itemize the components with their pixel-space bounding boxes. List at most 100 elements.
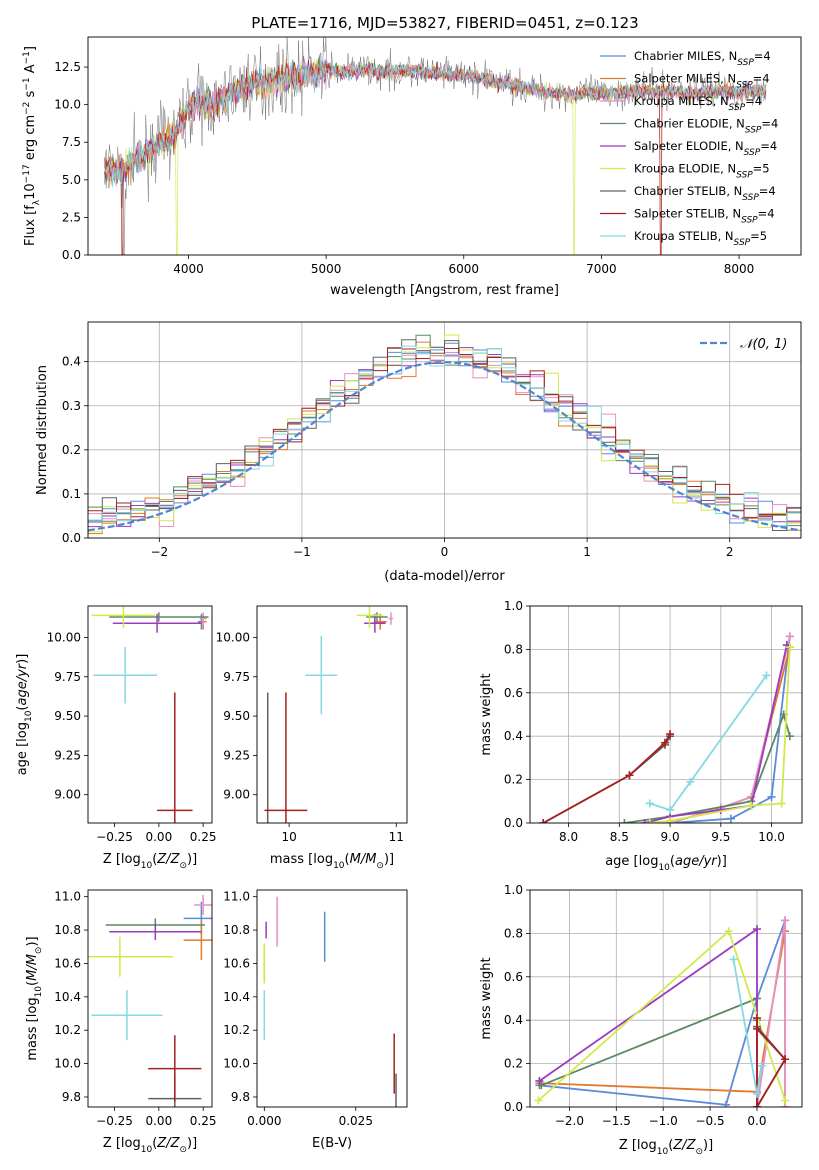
spectrum-ytick-label: 12.5: [54, 60, 81, 74]
age_vs_mass-errorbar-point: [388, 612, 394, 625]
mass_weight_vs_Z-point-marker: [729, 955, 738, 964]
mass_weight_vs_Z-series-line: [537, 929, 786, 1102]
normal-reference-curve: [88, 361, 801, 532]
mass_vs_ebv-xtick-label: 0.025: [339, 1114, 373, 1128]
mass_weight_vs_age-point-marker: [785, 643, 794, 652]
mass_weight_vs_age-ylabel: mass weight: [479, 673, 494, 755]
mass_vs_Z-xlabel: Z [log10(Z/Z⊙)]: [103, 1136, 197, 1155]
age_vs_Z-errorbar-point: [109, 612, 209, 622]
age_vs_mass-xtick-label: 10: [282, 830, 297, 844]
spectrum-ytick-label: 0.0: [62, 248, 81, 262]
mass_weight_vs_age-xtick-label: 8.0: [559, 830, 578, 844]
mass_vs_Z-ylabel: mass [log10(M/M⊙)]: [25, 936, 44, 1060]
spectrum-xtick-label: 7000: [586, 262, 617, 276]
age_vs_Z-xlabel: Z [log10(Z/Z⊙)]: [103, 852, 197, 871]
residuals-xtick-label: 0: [441, 545, 449, 559]
legend-entry: Kroupa ELODIE, NSSP=5: [634, 162, 770, 181]
legend-entry: Chabrier ELODIE, NSSP=4: [634, 117, 778, 136]
mass_weight_vs_Z-xtick-label: −1.0: [649, 1114, 678, 1128]
mass_weight_vs_age-plot-area: [539, 632, 794, 823]
age_vs_Z-xtick-label: −0.25: [96, 830, 133, 844]
age_vs_Z-errorbar-point: [91, 606, 156, 629]
mass_vs_Z-xtick-label: 0.25: [190, 1114, 217, 1128]
mass_vs_ebv-plot-area: [263, 896, 397, 1107]
mass_vs_Z-ytick-label: 10.4: [54, 990, 81, 1004]
mass_vs_Z-ytick-label: 9.8: [62, 1090, 81, 1104]
mass_weight_vs_age-point-marker: [625, 771, 634, 780]
mass_weight_vs_age-frame: [529, 605, 803, 824]
mass_weight_vs_Z-point-marker: [781, 1055, 790, 1064]
mass_vs_ebv-ytick-label: 10.8: [223, 923, 250, 937]
spectrum-ytick-label: 5.0: [62, 173, 81, 187]
mass_weight_vs_Z-axes: −2.0 −1.5 −1.0 −0.5 0.0 0.0 0.2 0.4 0.6 0.8 1.0 Z […: [479, 883, 803, 1157]
mass_vs_Z-axes: −0.25 0.00 0.25 9.8 10.0 10.2 10.4 10.6 10.8 11.0…: [25, 889, 217, 1155]
mass_weight_vs_Z-ytick-label: 0.4: [504, 1013, 523, 1027]
residuals-ytick-label: 0.0: [62, 531, 81, 545]
residuals-plot-area: [88, 334, 801, 535]
mass_vs_Z-errorbar-point: [109, 923, 202, 941]
mass_weight_vs_Z-series-line: [538, 927, 758, 1107]
age_vs_Z-xtick-label: 0.25: [190, 830, 217, 844]
age_vs_mass-plot-area: [264, 606, 394, 823]
age_vs_mass-errorbar-point: [373, 613, 387, 630]
age_vs_Z-plot-area: [91, 606, 209, 823]
mass_weight_vs_age-point-marker: [645, 819, 654, 823]
spectrum-plot-area: [104, 37, 767, 255]
legend-entry: Kroupa STELIB, NSSP=5: [634, 229, 767, 248]
spectrum-ytick-label: 10.0: [54, 98, 81, 112]
age_vs_Z-frame: [87, 605, 213, 824]
mass_weight_vs_age-point-marker: [726, 814, 735, 823]
mass_weight_vs_age-ytick-label: 0.2: [504, 773, 523, 787]
mass_weight_vs_Z-point-marker: [752, 1024, 761, 1033]
mass_weight_vs_Z-point-marker: [752, 1103, 761, 1107]
mass_weight_vs_Z-series-line: [540, 997, 758, 1087]
mass_weight_vs_age-point-marker: [762, 671, 771, 680]
age_vs_Z-errorbar-point: [157, 692, 193, 823]
residuals-xtick-label: −1: [293, 545, 311, 559]
mass_weight_vs_age-point-marker: [785, 632, 794, 641]
mass_weight_vs_Z-xlabel: Z [log10(Z/Z⊙)]: [619, 1138, 713, 1157]
mass_vs_Z-xtick-label: 0.00: [145, 1114, 172, 1128]
mass_vs_ebv-xtick-label: 0.000: [247, 1114, 281, 1128]
mass_weight_vs_Z-plot-area: [534, 916, 790, 1107]
mass_weight_vs_age-point-marker: [645, 799, 654, 808]
mass_weight_vs_age-point-marker: [777, 799, 786, 808]
age_vs_Z-ytick-label: 9.00: [54, 788, 81, 802]
age_vs_Z-errorbar-point: [199, 612, 207, 625]
mass_weight_vs_age-series-line: [542, 733, 671, 823]
age_vs_Z-ytick-label: 9.50: [54, 709, 81, 723]
spectrum-ylabel: Flux [fλ10−17 erg cm−2 s−1 A−1]: [22, 46, 42, 246]
mass_weight_vs_age-point-marker: [785, 732, 794, 741]
mass_weight_vs_Z-series-line: [539, 931, 786, 1107]
mass_weight_vs_Z-xtick-label: −1.5: [602, 1114, 631, 1128]
mass_weight_vs_Z-point-marker: [534, 1096, 543, 1105]
mass_vs_Z-ytick-label: 11.0: [54, 890, 81, 904]
spectrum-xtick-label: 6000: [448, 262, 479, 276]
mass_vs_Z-ytick-label: 10.8: [54, 923, 81, 937]
age_vs_mass-ytick-label: 9.00: [223, 788, 250, 802]
legend-entry: Salpeter MILES, NSSP=4: [634, 72, 770, 91]
mass_vs_ebv-ytick-label: 10.6: [223, 956, 250, 970]
age_vs_Z-ytick-label: 9.75: [54, 670, 81, 684]
mass_weight_vs_Z-point-marker: [752, 925, 761, 934]
mass_weight_vs_Z-ytick-label: 0.2: [504, 1057, 523, 1071]
mass_vs_Z-ytick-label: 10.0: [54, 1057, 81, 1071]
mass_vs_ebv-ytick-label: 11.0: [223, 890, 250, 904]
age_vs_Z-ylabel: age [log10(age/yr)]: [15, 654, 34, 776]
mass_weight_vs_age-ytick-label: 0.8: [504, 642, 523, 656]
mass_weight_vs_Z-frame: [529, 889, 803, 1108]
mass_weight_vs_age-point-marker: [640, 819, 649, 823]
age_vs_Z-ytick-label: 9.25: [54, 748, 81, 762]
age_vs_mass-ytick-label: 9.50: [223, 709, 250, 723]
mass_vs_Z-errorbar-point: [91, 990, 163, 1041]
residuals-frame: [87, 321, 802, 539]
mass_weight_vs_age-ytick-label: 0.6: [504, 686, 523, 700]
mass_weight_vs_Z-series-line: [756, 920, 786, 1107]
spectrum-xtick-label: 4000: [173, 262, 204, 276]
mass_vs_ebv-ytick-label: 9.8: [231, 1090, 250, 1104]
age_vs_mass-ytick-label: 9.75: [223, 670, 250, 684]
mass_weight_vs_age-point-marker: [686, 777, 695, 786]
mass_weight_vs_age-xtick-label: 8.5: [610, 830, 629, 844]
mass_weight_vs_age-ytick-label: 1.0: [504, 599, 523, 613]
